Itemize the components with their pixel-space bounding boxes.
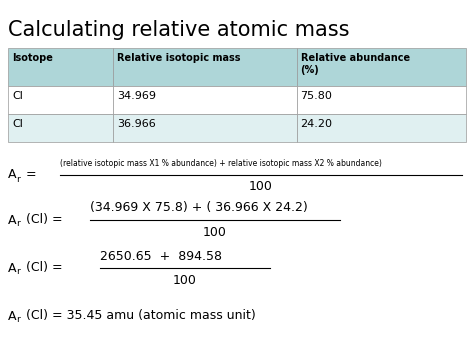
Text: A: A <box>8 213 17 226</box>
Text: r: r <box>16 316 20 324</box>
Text: Relative abundance
(%): Relative abundance (%) <box>301 53 410 75</box>
Text: 36.966: 36.966 <box>118 119 156 129</box>
Polygon shape <box>297 86 466 114</box>
Text: Cl: Cl <box>12 119 23 129</box>
Text: A: A <box>8 169 17 181</box>
Text: Isotope: Isotope <box>12 53 53 63</box>
Polygon shape <box>8 86 113 114</box>
Text: (Cl) = 35.45 amu (atomic mass unit): (Cl) = 35.45 amu (atomic mass unit) <box>22 310 256 322</box>
Polygon shape <box>113 86 297 114</box>
Text: 100: 100 <box>249 180 273 193</box>
Text: (Cl) =: (Cl) = <box>22 262 71 274</box>
Text: r: r <box>16 175 20 184</box>
Text: Cl: Cl <box>12 91 23 101</box>
Text: A: A <box>8 262 17 274</box>
Polygon shape <box>297 114 466 142</box>
Polygon shape <box>8 114 113 142</box>
Text: (34.969 X 75.8) + ( 36.966 X 24.2): (34.969 X 75.8) + ( 36.966 X 24.2) <box>90 202 308 214</box>
Polygon shape <box>297 48 466 86</box>
Text: =: = <box>22 169 41 181</box>
Text: A: A <box>8 310 17 322</box>
Text: 100: 100 <box>173 273 197 286</box>
Polygon shape <box>113 114 297 142</box>
Text: Calculating relative atomic mass: Calculating relative atomic mass <box>8 20 349 40</box>
Text: 75.80: 75.80 <box>301 91 332 101</box>
Polygon shape <box>8 48 113 86</box>
Polygon shape <box>113 48 297 86</box>
Text: (relative isotopic mass X1 % abundance) + relative isotopic mass X2 % abundance): (relative isotopic mass X1 % abundance) … <box>60 158 382 168</box>
Text: (Cl) =: (Cl) = <box>22 213 67 226</box>
Text: r: r <box>16 268 20 277</box>
Text: 2650.65  +  894.58: 2650.65 + 894.58 <box>100 250 222 262</box>
Text: Relative isotopic mass: Relative isotopic mass <box>118 53 241 63</box>
Text: 24.20: 24.20 <box>301 119 333 129</box>
Text: 100: 100 <box>203 225 227 239</box>
Text: 34.969: 34.969 <box>118 91 156 101</box>
Text: r: r <box>16 219 20 229</box>
